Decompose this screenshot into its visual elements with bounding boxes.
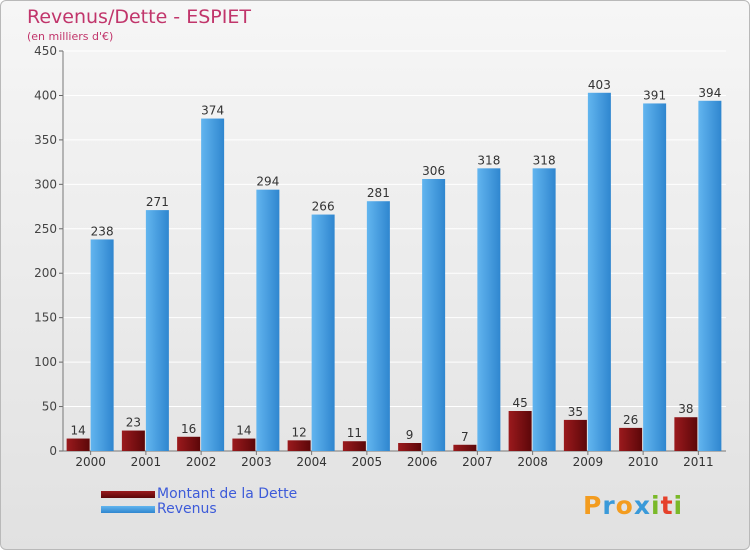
bar-revenus	[366, 201, 390, 451]
bar-revenus	[145, 210, 169, 451]
bar-revenus	[698, 100, 722, 452]
data-label: 266	[312, 200, 335, 214]
bar-dette	[66, 438, 90, 451]
x-tick-label: 2010	[628, 455, 659, 469]
y-tick-label: 350	[34, 133, 57, 147]
bar-revenus	[477, 168, 501, 452]
bar-dette	[508, 411, 532, 451]
y-tick-label: 400	[34, 88, 57, 102]
chart-title: Revenus/Dette - ESPIET	[27, 6, 251, 28]
data-label: 281	[367, 186, 390, 200]
data-label: 7	[461, 430, 469, 444]
x-tick-label: 2006	[407, 455, 438, 469]
logo-letter: o	[615, 491, 634, 520]
bar-dette	[121, 430, 145, 451]
x-tick-label: 2011	[683, 455, 714, 469]
bar-dette	[453, 444, 477, 451]
chart-subtitle: (en milliers d'€)	[27, 30, 114, 43]
logo-letter: x	[633, 491, 651, 520]
data-label: 14	[236, 424, 251, 438]
bar-revenus	[201, 118, 225, 452]
data-label: 394	[698, 86, 721, 100]
x-tick-label: 2002	[186, 455, 217, 469]
y-tick-label: 50	[42, 400, 57, 414]
data-label: 38	[678, 402, 693, 416]
data-label: 306	[422, 164, 445, 178]
legend-swatch-dette	[101, 491, 155, 498]
data-label: 35	[568, 405, 583, 419]
bar-revenus	[587, 92, 611, 452]
x-tick-label: 2003	[241, 455, 272, 469]
x-tick-label: 2004	[296, 455, 327, 469]
data-label: 271	[146, 195, 169, 209]
data-label: 14	[70, 424, 85, 438]
data-label: 45	[512, 396, 527, 410]
bar-revenus	[643, 103, 667, 451]
y-tick-label: 100	[34, 355, 57, 369]
data-label: 374	[201, 104, 224, 118]
logo-letter: i	[651, 491, 661, 520]
bar-dette	[177, 436, 201, 451]
legend-label-dette: Montant de la Dette	[157, 486, 298, 502]
y-tick-label: 0	[49, 444, 57, 458]
logo-letter: P	[583, 491, 603, 520]
bar-dette	[287, 440, 311, 451]
bar-revenus	[256, 189, 280, 451]
data-label: 318	[477, 153, 500, 167]
bar-revenus	[532, 168, 556, 452]
y-tick-label: 200	[34, 266, 57, 280]
data-label: 9	[406, 428, 414, 442]
data-label: 318	[533, 153, 556, 167]
data-label: 26	[623, 413, 638, 427]
bar-dette	[232, 438, 256, 451]
x-tick-label: 2008	[517, 455, 548, 469]
bar-revenus	[422, 179, 446, 451]
data-label: 238	[91, 224, 114, 238]
bar-revenus	[311, 214, 335, 451]
y-tick-label: 150	[34, 311, 57, 325]
data-label: 12	[291, 425, 306, 439]
x-tick-label: 2005	[352, 455, 383, 469]
bar-dette	[398, 443, 422, 451]
logo-letter: t	[660, 491, 674, 520]
data-label: 11	[347, 426, 362, 440]
proxiti-logo: Proxiti	[583, 491, 683, 520]
legend-label-revenus: Revenus	[157, 501, 217, 517]
data-label: 294	[256, 175, 279, 189]
data-label: 23	[126, 416, 141, 430]
x-tick-label: 2009	[573, 455, 604, 469]
y-tick-label: 250	[34, 222, 57, 236]
bar-dette	[563, 419, 587, 451]
x-tick-label: 2000	[75, 455, 106, 469]
data-label: 403	[588, 78, 611, 92]
x-tick-label: 2001	[131, 455, 162, 469]
bar-dette	[619, 427, 643, 451]
logo-letter: i	[673, 491, 684, 520]
y-tick-label: 300	[34, 177, 57, 191]
data-label: 391	[643, 88, 666, 102]
bar-revenus	[90, 239, 114, 451]
legend-swatch-revenus	[101, 506, 155, 513]
logo-letter: r	[602, 491, 616, 520]
y-tick-label: 450	[34, 44, 57, 58]
data-label: 16	[181, 422, 196, 436]
bar-dette	[674, 417, 698, 451]
x-tick-label: 2007	[462, 455, 493, 469]
bar-dette	[342, 441, 366, 451]
